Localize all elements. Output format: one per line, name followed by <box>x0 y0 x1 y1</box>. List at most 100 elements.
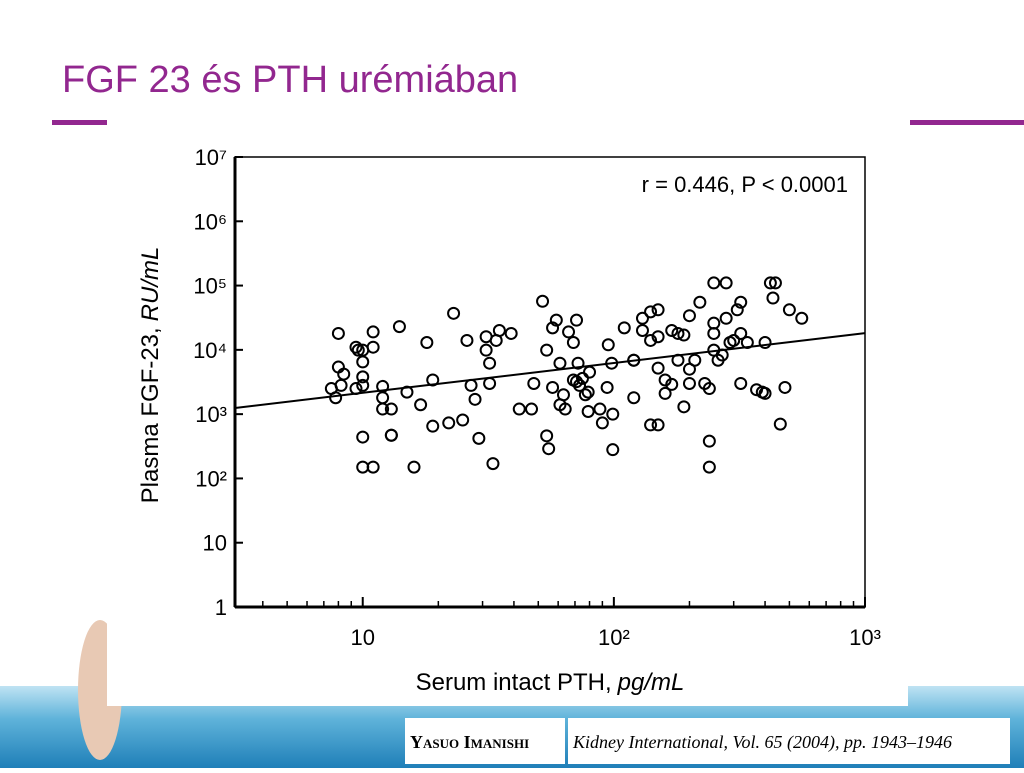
y-tick-label: 10⁴ <box>193 338 227 363</box>
data-point <box>334 378 348 392</box>
data-point <box>540 343 554 357</box>
data-point <box>707 276 721 290</box>
data-point <box>442 416 456 430</box>
citation-author: Yasuo Imanishi <box>410 732 529 752</box>
y-label-unit: RU/mL <box>137 247 164 322</box>
slide-title: FGF 23 és PTH urémiában <box>62 59 518 101</box>
y-tick-label: 10⁷ <box>195 145 227 170</box>
data-point <box>682 309 696 323</box>
data-point <box>542 442 556 456</box>
chart-panel <box>107 128 908 706</box>
data-point <box>566 336 580 350</box>
data-point <box>651 361 665 375</box>
data-point <box>527 376 541 390</box>
data-point <box>407 460 421 474</box>
data-point <box>702 460 716 474</box>
data-point <box>702 434 716 448</box>
data-point <box>606 443 620 457</box>
data-point <box>536 294 550 308</box>
data-point <box>356 370 370 384</box>
data-point <box>593 402 607 416</box>
data-point <box>677 328 691 342</box>
data-point <box>549 313 563 327</box>
chart: r = 0.446, P < 0.0001 Serum intact PTH, p… <box>137 145 881 696</box>
data-point <box>693 295 707 309</box>
data-point <box>570 375 584 389</box>
data-point <box>420 336 434 350</box>
data-point <box>734 295 748 309</box>
data-point <box>782 303 796 317</box>
data-point <box>349 340 363 354</box>
citation-reference: Kidney International, Vol. 65 (2004), pp… <box>572 732 952 753</box>
fit-line <box>234 332 866 410</box>
data-point <box>758 336 772 350</box>
data-point <box>658 386 672 400</box>
title-rule-right <box>910 120 1024 125</box>
data-point <box>426 419 440 433</box>
author-box <box>405 718 565 764</box>
x-tick-label: 10³ <box>849 625 881 650</box>
data-point <box>644 305 658 319</box>
x-tick-label: 10² <box>598 625 630 650</box>
data-point <box>384 402 398 416</box>
data-point <box>635 311 649 325</box>
data-point <box>486 457 500 471</box>
data-point <box>651 330 665 344</box>
data-point <box>356 430 370 444</box>
title-rule-left <box>52 120 107 125</box>
data-point <box>688 353 702 367</box>
data-point <box>768 276 782 290</box>
data-point <box>758 386 772 400</box>
data-point <box>581 385 595 399</box>
data-point <box>356 355 370 369</box>
data-point <box>578 388 592 402</box>
data-point <box>651 418 665 432</box>
x-label-unit: pg/mL <box>617 669 685 696</box>
y-tick-label: 10⁶ <box>193 209 227 234</box>
data-point <box>766 291 780 305</box>
data-point <box>727 333 741 347</box>
data-point <box>702 382 716 396</box>
data-point <box>392 320 406 334</box>
y-tick-label: 10 <box>203 531 227 556</box>
data-point <box>644 333 658 347</box>
data-point <box>795 311 809 325</box>
y-axis-label: Plasma FGF-23, RU/mL <box>137 247 164 504</box>
data-point <box>606 407 620 421</box>
data-point <box>546 380 560 394</box>
data-point <box>447 306 461 320</box>
data-point <box>546 321 560 335</box>
data-point <box>651 303 665 317</box>
data-point <box>492 324 506 338</box>
data-point <box>366 325 380 339</box>
data-point <box>571 356 585 370</box>
data-point <box>558 402 572 416</box>
data-point <box>665 377 679 391</box>
reference-box <box>568 718 1010 764</box>
y-label-text: Plasma FGF-23, <box>137 327 164 503</box>
data-point <box>635 324 649 338</box>
data-point <box>677 400 691 414</box>
data-point <box>600 380 614 394</box>
y-tick-label: 10³ <box>195 402 227 427</box>
data-point <box>773 417 787 431</box>
data-point <box>540 429 554 443</box>
data-point <box>573 378 587 392</box>
annotation: r = 0.446, P < 0.0001 <box>642 172 848 197</box>
data-point <box>460 333 474 347</box>
data-point <box>468 392 482 406</box>
data-point <box>456 413 470 427</box>
data-point <box>719 276 733 290</box>
data-point <box>384 428 398 442</box>
data-point <box>504 326 518 340</box>
data-point <box>376 402 390 416</box>
y-tick-label: 1 <box>215 595 227 620</box>
data-point <box>366 340 380 354</box>
data-point <box>778 380 792 394</box>
data-point <box>707 326 721 340</box>
data-point <box>512 402 526 416</box>
data-point <box>644 418 658 432</box>
data-point <box>682 376 696 390</box>
